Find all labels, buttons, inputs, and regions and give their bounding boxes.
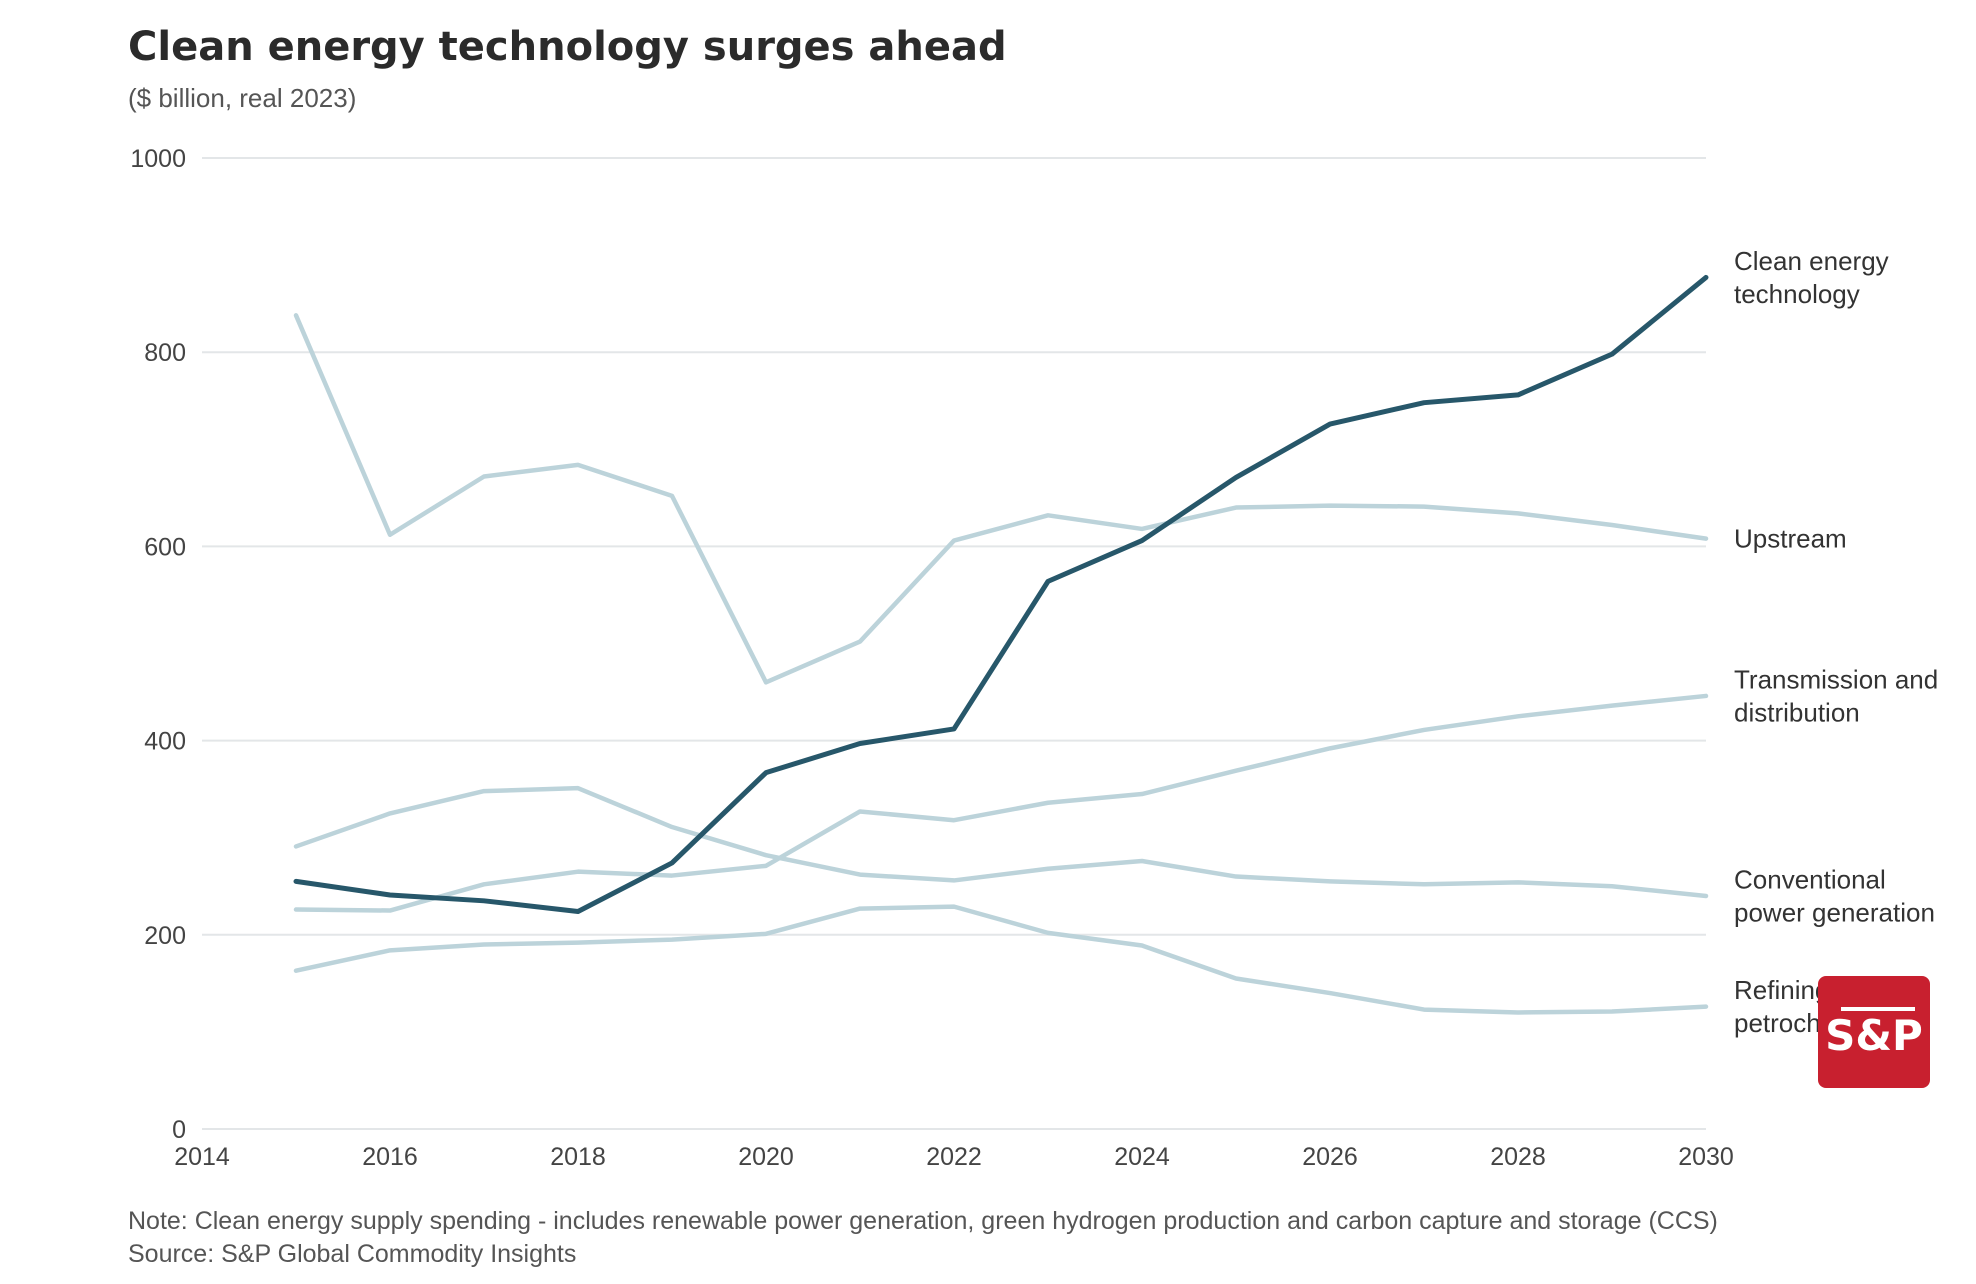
sp-logo-text: S&P xyxy=(1825,1011,1923,1060)
series-line-transmission-and-distribution xyxy=(293,693,1709,913)
chart-note: Note: Clean energy supply spending - inc… xyxy=(128,1207,1718,1235)
y-tick-label: 600 xyxy=(144,533,186,561)
series-label-clean-energy-technology: Clean energy technology xyxy=(1734,246,1889,309)
series-line-clean-energy-technology xyxy=(293,274,1709,914)
y-tick-label: 400 xyxy=(144,728,186,756)
sp-logo-badge[interactable] xyxy=(1818,976,1930,1088)
series-labels: Upstream Transmission and distribution Conv… xyxy=(1734,246,1938,1038)
series-label-line: power generation xyxy=(1734,897,1935,927)
gridlines xyxy=(202,157,1706,1130)
y-tick-label: 200 xyxy=(144,922,186,950)
x-tick-label: 2024 xyxy=(1114,1143,1170,1171)
sp-logo-bar xyxy=(1841,1007,1915,1011)
series-label-line: Transmission and xyxy=(1734,664,1938,694)
x-tick-label: 2022 xyxy=(926,1143,982,1171)
y-tick-label: 1000 xyxy=(130,145,186,173)
series-label-line: distribution xyxy=(1734,697,1860,727)
series-label-line: Upstream xyxy=(1734,524,1847,554)
series-label-transmission-and-distribution: Transmission and distribution xyxy=(1734,664,1938,727)
x-tick-label: 2016 xyxy=(362,1143,418,1171)
x-axis-ticks: 2014 2016 2018 2020 2022 2024 2026 2028 2030 xyxy=(174,1143,1734,1171)
chart-subtitle: ($ billion, real 2023) xyxy=(128,83,356,113)
y-tick-label: 800 xyxy=(144,339,186,367)
x-tick-label: 2014 xyxy=(174,1143,230,1171)
series-line-upstream xyxy=(293,313,1709,685)
x-tick-label: 2020 xyxy=(738,1143,794,1171)
series-lines xyxy=(293,274,1709,1015)
y-tick-label: 0 xyxy=(172,1116,186,1144)
series-line-refining-and-petrochemicals xyxy=(293,904,1709,1015)
series-label-line: Conventional xyxy=(1734,864,1886,894)
chart-source: Source: S&P Global Commodity Insights xyxy=(128,1240,576,1268)
x-tick-label: 2030 xyxy=(1678,1143,1734,1171)
y-axis-ticks: 0 200 400 600 800 1000 xyxy=(130,145,186,1144)
series-line-conventional-power-generation xyxy=(293,785,1709,899)
series-label-line: technology xyxy=(1734,279,1860,309)
x-tick-label: 2028 xyxy=(1490,1143,1546,1171)
sp-logo[interactable]: S&P xyxy=(1818,976,1930,1088)
series-label-line: Clean energy xyxy=(1734,246,1889,276)
chart-title: Clean energy technology surges ahead xyxy=(128,24,1007,70)
series-label-conventional-power-generation: Conventional power generation xyxy=(1734,864,1935,927)
series-label-upstream: Upstream xyxy=(1734,524,1847,554)
x-tick-label: 2018 xyxy=(550,1143,606,1171)
x-tick-label: 2026 xyxy=(1302,1143,1358,1171)
